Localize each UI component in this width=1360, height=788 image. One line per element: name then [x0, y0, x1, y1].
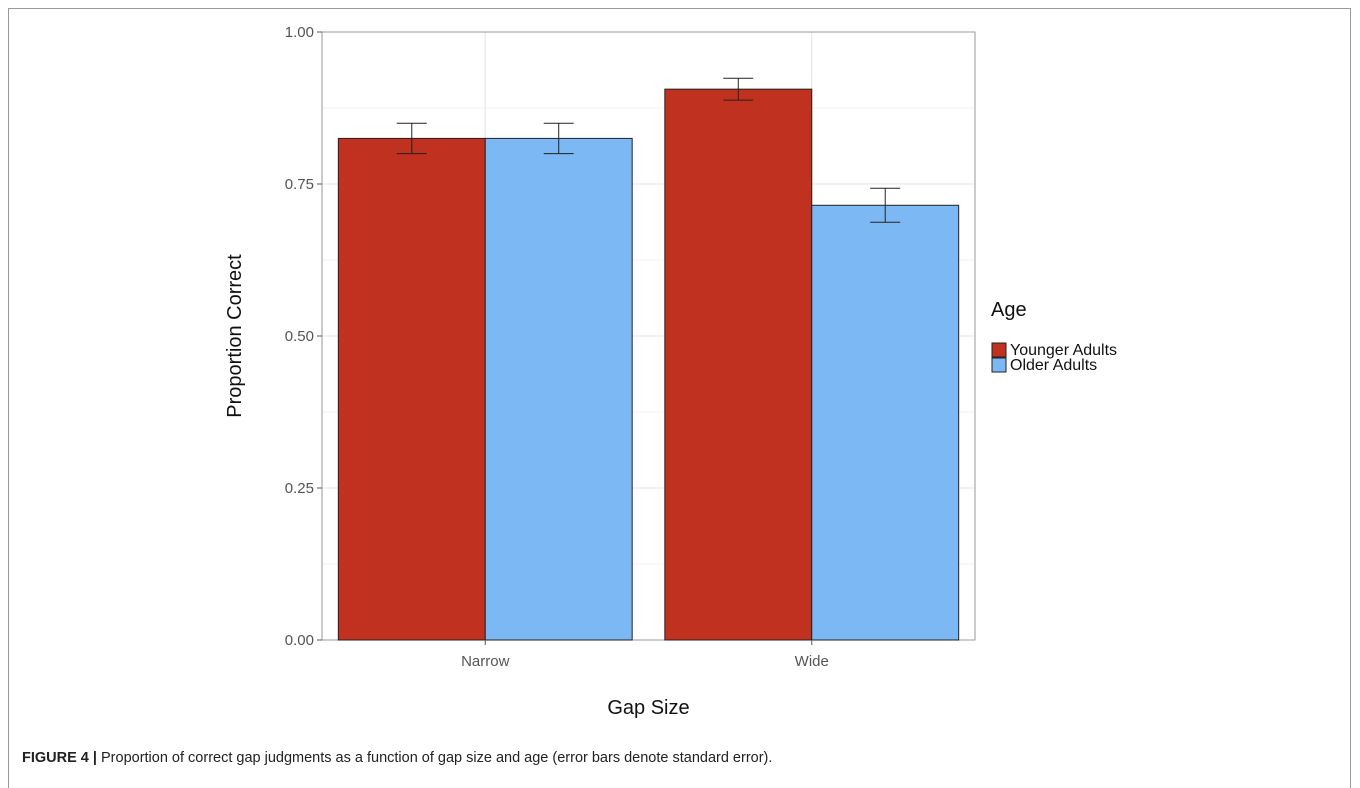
caption-label: FIGURE 4 | [22, 750, 97, 766]
legend-label: Older Adults [1010, 357, 1097, 374]
error-bar [723, 77, 754, 101]
error-bars [396, 77, 901, 223]
y-tick-label: 0.00 [285, 632, 314, 649]
x-axis-ticks: Narrow Wide [461, 640, 829, 670]
figure-caption: FIGURE 4 | Proportion of correct gap jud… [22, 750, 772, 766]
y-tick-label: 0.75 [285, 176, 314, 193]
x-tick-label: Narrow [461, 653, 510, 670]
bars [337, 88, 960, 641]
error-bar [870, 187, 901, 223]
y-tick-label: 1.00 [285, 24, 314, 41]
legend-swatch [991, 342, 1007, 358]
bar-chart: 0.00 0.25 0.50 0.75 1.00 Narrow Wide Gap Size… [224, 24, 1117, 719]
bar-older-adults-wide [811, 204, 960, 641]
legend-swatch [991, 357, 1007, 373]
caption-text: Proportion of correct gap judgments as a… [101, 750, 773, 766]
legend-item: Younger Adults [991, 342, 1117, 359]
legend-label: Younger Adults [1010, 342, 1117, 359]
bar-older-adults-narrow [484, 137, 633, 641]
x-tick-label: Wide [795, 653, 829, 670]
y-tick-label: 0.25 [285, 480, 314, 497]
bar-younger-adults-narrow [337, 137, 486, 641]
y-axis-ticks: 0.00 0.25 0.50 0.75 1.00 [285, 24, 322, 649]
bar-younger-adults-wide [664, 88, 813, 641]
x-axis-title: Gap Size [607, 697, 689, 719]
figure-frame [8, 8, 1351, 788]
legend-title: Age [991, 299, 1027, 321]
y-axis-title: Proportion Correct [224, 254, 246, 418]
legend-item: Older Adults [991, 357, 1097, 374]
error-bar [396, 122, 427, 155]
y-tick-label: 0.50 [285, 328, 314, 345]
error-bar [543, 122, 574, 155]
